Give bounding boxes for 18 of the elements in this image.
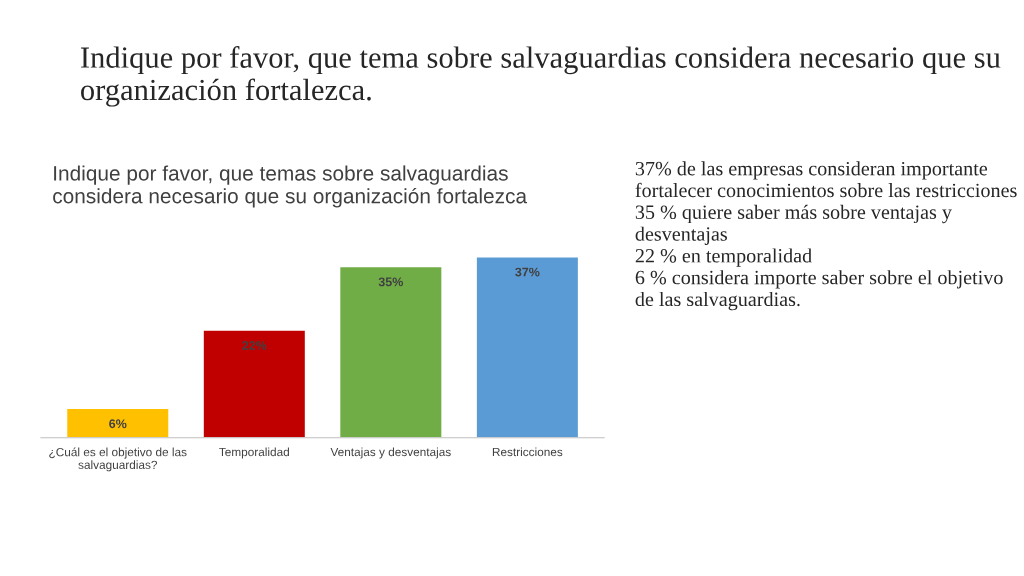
text: 6 % considera importe saber sobre el objetivo de las salvaguardias. [635,270,1003,311]
data-label: 37% [515,267,540,277]
chart-subtitle: Indique por favor, que temas sobre salvaguardias considera necesario que su organización fortalezca [53,165,528,208]
bar [202,329,307,438]
x-tick-label: Temporalidad [219,447,289,459]
data-label: 22% [242,341,267,350]
x-tick-label: ¿Cuál es el objetivo de las salvaguardias? [49,447,187,472]
bar [338,265,443,438]
bar [475,256,580,438]
x-tick-label: Restricciones [492,447,563,457]
text: 37% de las empresas consideran importante fortalecer conocimientos sobre las restricciones [635,161,1017,198]
text: 22 % en temporalidad [635,248,812,267]
text: 35 % quiere saber más sobre ventajas y desventajas [635,204,952,245]
bar [65,407,170,438]
chart-title: Indique por favor, que tema sobre salvaguardias considera necesario que su organización fortalezca. [80,46,1001,107]
data-label: 6% [109,419,127,429]
data-label: 35% [378,277,404,287]
x-tick-label: Ventajas y desventajas [330,447,451,459]
